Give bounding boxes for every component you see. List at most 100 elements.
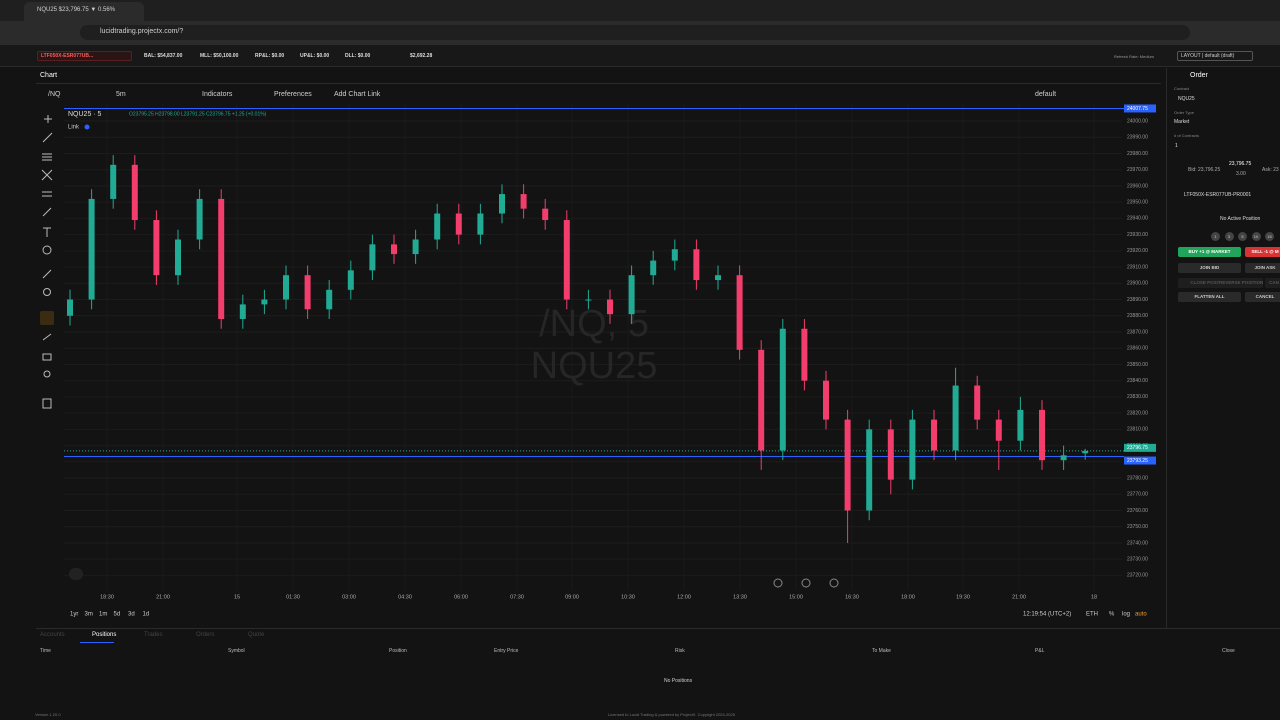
version: Version 1.20.0 <box>35 712 61 717</box>
column-header: Risk <box>675 648 685 654</box>
candle-body <box>1060 455 1067 461</box>
y-tick-label: 23900.00 <box>1127 281 1148 287</box>
x-tick-label: 06:00 <box>454 594 468 600</box>
y-tick-label: 23910.00 <box>1127 264 1148 270</box>
bid: Bid: 23,796.25 <box>1188 167 1221 173</box>
event-marker <box>801 578 811 588</box>
candle-body <box>131 164 138 221</box>
address-bar[interactable] <box>80 25 1190 40</box>
clock: 12:19:54 (UTC+2) <box>1023 612 1071 618</box>
buy-button[interactable]: BUY +1 @ MARKET <box>1178 247 1241 257</box>
candle-body <box>607 299 613 315</box>
size-button[interactable]: 3 <box>1224 232 1234 241</box>
candle-body <box>1082 450 1089 454</box>
legend-symbol: NQU25 · 5 <box>68 111 102 118</box>
size-button[interactable]: 10 <box>1251 232 1261 241</box>
candle-body <box>844 419 851 511</box>
candle-body <box>1039 409 1045 461</box>
drawing-icons <box>40 115 54 409</box>
cancel[interactable]: CANCEL <box>1245 292 1280 302</box>
column-header: Symbol <box>228 648 245 654</box>
x-tick-label: 12:00 <box>677 594 691 600</box>
candle-body <box>369 244 376 271</box>
candle-body <box>1017 409 1024 441</box>
y-tick-label: 23970.00 <box>1127 167 1148 173</box>
y-tick-label: 23760.00 <box>1127 508 1148 514</box>
status: No Active Position <box>1220 216 1261 222</box>
reverse-position[interactable]: REVERSE POSITION <box>1219 278 1263 288</box>
range-button: 3m <box>85 612 93 618</box>
candle-body <box>887 429 894 480</box>
price-tag-label: 23793.25 <box>1127 458 1148 464</box>
credit: Licensed to Lucid Trading & powered by P… <box>608 712 735 717</box>
layout-name[interactable]: default <box>1035 91 1057 98</box>
flatten-all[interactable]: FLATTEN ALL <box>1178 292 1241 302</box>
sell-button[interactable]: SELL -1 @ M <box>1245 247 1280 257</box>
x-tick-label: 18 <box>1091 594 1097 600</box>
size-button[interactable]: 1 <box>1211 232 1220 241</box>
tv-badge <box>69 568 83 580</box>
y-tick-label: 23870.00 <box>1127 329 1148 335</box>
y-tick-label: 23960.00 <box>1127 183 1148 189</box>
interval[interactable]: 5m <box>116 91 126 98</box>
column-header: Position <box>389 648 407 654</box>
x-tick-label: 10:30 <box>621 594 635 600</box>
panel-divider <box>1166 68 1167 628</box>
x-tick-label: 09:00 <box>565 594 579 600</box>
candle-body <box>693 249 700 281</box>
x-tick-label: 18:00 <box>901 594 915 600</box>
close-position[interactable]: CLOSE POSITION <box>1178 278 1241 288</box>
y-tick-label: 23920.00 <box>1127 248 1148 254</box>
join-ask[interactable]: JOIN ASK <box>1245 263 1280 273</box>
y-tick-label: 23720.00 <box>1127 573 1148 579</box>
positions-tab[interactable]: Quote <box>248 632 265 638</box>
candle-body <box>563 220 570 300</box>
account-select[interactable]: LTF050X-ESR077UB... <box>37 51 132 61</box>
y-tick-label: 23810.00 <box>1127 427 1148 433</box>
indicators[interactable]: Indicators <box>202 91 233 98</box>
browser-tab[interactable] <box>24 2 144 21</box>
candle-body <box>866 429 873 511</box>
account: LTF050X-ESR077UB-PR0001 <box>1184 192 1252 198</box>
candle-body <box>434 213 441 240</box>
qty[interactable]: 1 <box>1175 143 1178 149</box>
candle-body <box>952 385 959 451</box>
y-tick-label: 23730.00 <box>1127 556 1148 562</box>
divider <box>36 83 1161 84</box>
cancel-small[interactable]: CAN <box>1265 278 1280 288</box>
x-tick-label: 16:30 <box>845 594 859 600</box>
candle-body <box>585 299 592 301</box>
candle-body <box>758 349 765 451</box>
x-tick-label: 03:00 <box>342 594 356 600</box>
y-tick-label: 23830.00 <box>1127 394 1148 400</box>
add-chart-link[interactable]: Add Chart Link <box>334 91 381 98</box>
y-tick-label: 23930.00 <box>1127 232 1148 238</box>
positions-tab[interactable]: Trades <box>144 632 163 638</box>
candle-body <box>931 419 937 451</box>
positions-tab[interactable]: Positions <box>92 632 117 638</box>
candle-body <box>995 419 1002 441</box>
ohlc: O23795.25 H23798.00 L23791.25 C23796.75 … <box>129 111 267 117</box>
size-button[interactable]: 15 <box>1265 232 1274 241</box>
order-type[interactable]: Market <box>1174 119 1190 125</box>
preferences[interactable]: Preferences <box>274 91 312 98</box>
y-tick-label: 23740.00 <box>1127 540 1148 546</box>
size-button[interactable]: 5 <box>1238 232 1247 241</box>
account-stat: MLL: $50,100.00 <box>200 53 239 59</box>
candle-body <box>779 328 786 451</box>
layout-button[interactable]: LAYOUT | default (draft) <box>1177 51 1253 61</box>
positions-tab[interactable]: Orders <box>196 632 215 638</box>
positions-tab[interactable]: Accounts <box>40 632 65 638</box>
join-bid[interactable]: JOIN BID <box>1178 263 1241 273</box>
x-tick-label: 21:00 <box>156 594 170 600</box>
empty-positions: No Positions <box>664 678 693 684</box>
candle-body <box>196 198 203 240</box>
scale-option: log <box>1122 612 1130 618</box>
y-tick-label: 24000.00 <box>1127 118 1148 124</box>
symbol-search[interactable]: /NQ <box>48 91 61 98</box>
y-tick-label: 23890.00 <box>1127 297 1148 303</box>
price-tag-label: 23796.75 <box>1127 445 1148 451</box>
url: lucidtrading.projectx.com/? <box>100 28 184 35</box>
chart-tab[interactable]: Chart <box>40 72 58 79</box>
